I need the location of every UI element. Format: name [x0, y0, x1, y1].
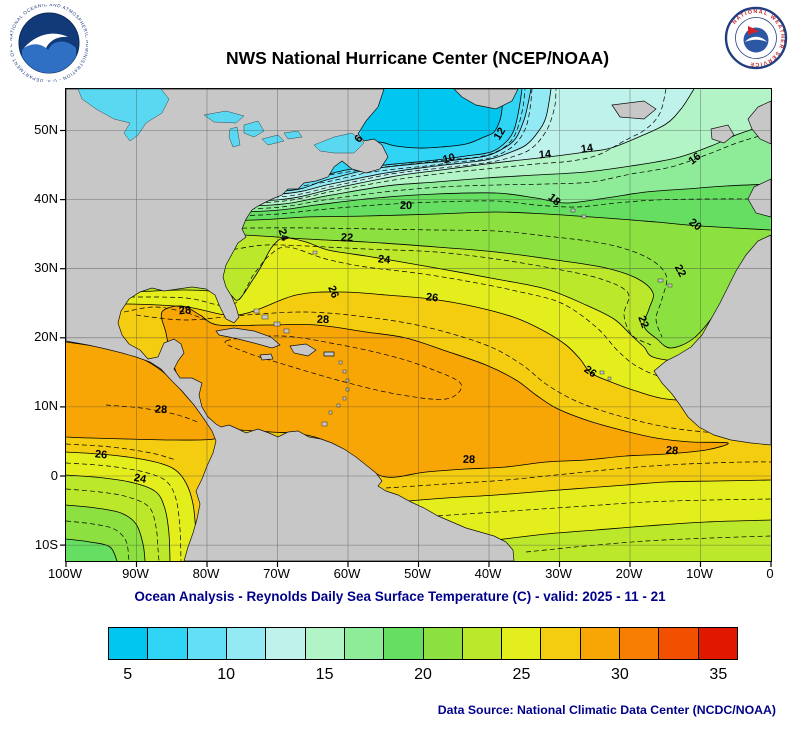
nws-inner-ring — [735, 17, 777, 59]
colorbar-cell — [423, 628, 463, 659]
colorbar-tick-label: 35 — [709, 666, 728, 683]
contour-label: 28 — [155, 404, 168, 417]
colorbar-cell — [384, 628, 424, 659]
colorbar-cell — [462, 628, 503, 659]
colorbar-cell — [226, 628, 267, 659]
temperature-colorbar — [108, 627, 738, 660]
contour-label: 28 — [317, 314, 330, 326]
contour-label: 16 — [686, 150, 703, 167]
colorbar-cell — [620, 628, 660, 659]
colorbar-cell — [659, 628, 699, 659]
colorbar-cell — [580, 628, 621, 659]
x-tick-label: 10W — [686, 566, 713, 581]
contour-label: 24 — [377, 253, 391, 266]
noaa-sea-shape — [22, 41, 76, 73]
contour-label: 28 — [665, 444, 678, 457]
x-tick-label: 60W — [333, 566, 361, 581]
x-tick-label: 70W — [263, 566, 290, 581]
colorbar-cell — [344, 628, 385, 659]
contour-label: 12 — [492, 126, 509, 143]
colorbar-tick-label: 15 — [315, 666, 334, 683]
nws-logo: NATIONAL WEATHER SERVICE — [724, 6, 788, 70]
x-tick-label: 0 — [766, 566, 774, 581]
contour-label: 14 — [580, 142, 595, 156]
contour-label: 20 — [687, 216, 704, 233]
map-caption: Ocean Analysis - Reynolds Daily Sea Surf… — [134, 589, 666, 604]
data-source-note: Data Source: National Climatic Data Cent… — [437, 703, 776, 717]
contour-label: 14 — [538, 148, 552, 161]
colorbar-tick-label: 30 — [610, 666, 629, 683]
colorbar-tick-label: 20 — [414, 666, 432, 683]
noaa-seagull-icon — [24, 33, 68, 48]
colorbar-cell — [541, 628, 581, 659]
x-tick-label: 40W — [474, 566, 502, 581]
y-tick-label: 0 — [50, 467, 58, 483]
x-tick-label: 100W — [48, 566, 82, 581]
isotherm-contours — [65, 88, 772, 562]
x-tick-label: 50W — [404, 566, 431, 581]
colorbar-cell — [305, 628, 345, 659]
colorbar-cell — [187, 628, 227, 659]
y-tick-label: 50N — [34, 122, 58, 137]
y-tick-label: 20N — [34, 329, 58, 345]
nws-warning-flag-icon — [748, 26, 759, 35]
contour-label: 22 — [341, 232, 354, 245]
y-tick-label: 10S — [34, 536, 58, 552]
colorbar-tick-label: 10 — [217, 666, 236, 683]
contour-label: 26 — [94, 448, 107, 461]
colorbar-cell — [266, 628, 306, 659]
map-frame: 6 10 12 14 14 16 18 20 20 22 22 22 24 24 26 26 28 28 26 28 2… — [60, 88, 772, 567]
axis-ticks — [60, 129, 772, 567]
contour-label: 24 — [275, 227, 290, 243]
x-tick-label: 20W — [615, 566, 643, 581]
noaa-logo: NATIONAL OCEANIC AND ATMOSPHERIC ADMINIS… — [10, 4, 88, 82]
contour-label: 20 — [400, 200, 413, 212]
nws-swoosh — [745, 36, 767, 42]
contour-label: 28 — [463, 454, 476, 466]
y-tick-label: 40N — [34, 191, 58, 207]
colorbar-cell — [148, 628, 188, 659]
colorbar-tick-label: 25 — [512, 666, 531, 683]
page-title: NWS National Hurricane Center (NCEP/NOAA… — [225, 48, 610, 68]
colorbar-cell — [109, 628, 149, 659]
colorbar-tick-label: 5 — [123, 666, 133, 683]
contour-label: 26 — [425, 291, 438, 304]
inland-water — [77, 88, 365, 154]
contour-label: 10 — [442, 152, 457, 167]
x-tick-label: 80W — [192, 566, 220, 581]
contour-label: 22 — [635, 314, 650, 330]
colorbar-cell — [698, 628, 737, 659]
x-tick-label: 30W — [545, 566, 572, 581]
x-tick-label: 90W — [122, 566, 149, 581]
colorbar-cell — [502, 628, 542, 659]
lat-lon-grid — [66, 89, 771, 561]
y-tick-label: 10N — [34, 398, 58, 414]
contour-label: 24 — [133, 472, 148, 486]
contour-label: 26 — [325, 284, 341, 300]
land-masses — [65, 88, 772, 562]
contour-label: 26 — [582, 363, 599, 380]
contour-label: 22 — [672, 263, 688, 279]
y-tick-label: 30N — [34, 260, 58, 276]
contour-label: 28 — [178, 304, 191, 317]
